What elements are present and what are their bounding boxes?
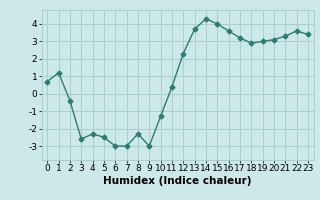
X-axis label: Humidex (Indice chaleur): Humidex (Indice chaleur) [103,176,252,186]
